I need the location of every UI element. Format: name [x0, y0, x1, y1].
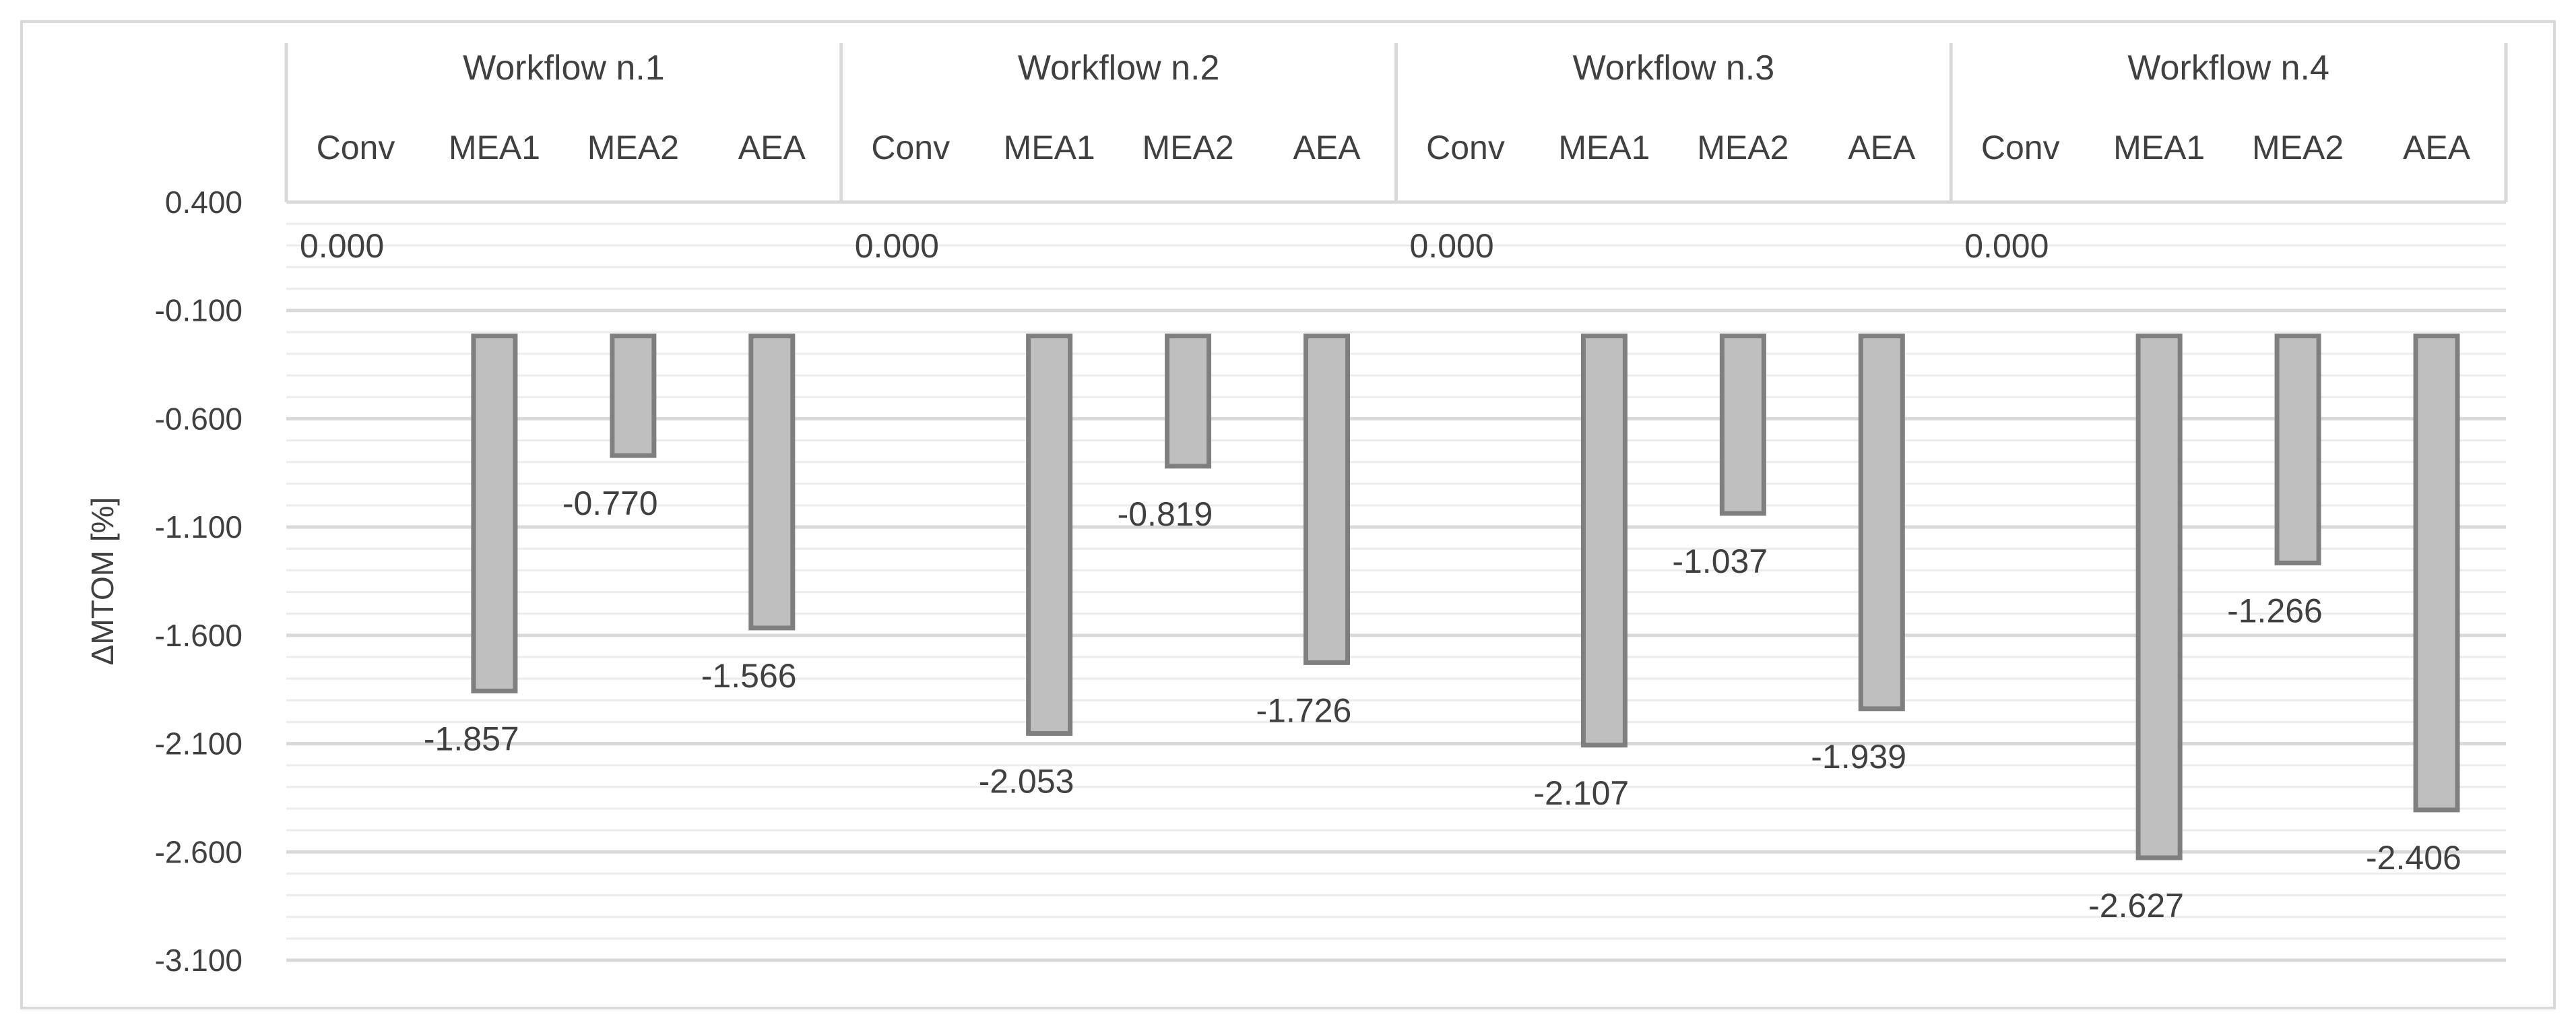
- bar: [610, 334, 657, 458]
- y-tick-label: -1.600: [155, 618, 243, 653]
- group-label: Workflow n.2: [1018, 49, 1220, 88]
- category-label: MEA2: [1142, 129, 1234, 166]
- category-label: Conv: [871, 129, 950, 166]
- data-label: 0.000: [1964, 227, 2049, 265]
- data-label: 0.000: [855, 227, 939, 265]
- bar: [2135, 334, 2183, 860]
- data-label: -2.627: [2088, 887, 2184, 925]
- category-label: Conv: [1426, 129, 1505, 166]
- data-label: -1.857: [424, 720, 519, 757]
- category-label: MEA2: [587, 129, 679, 166]
- category-label: MEA1: [1558, 129, 1650, 166]
- data-label: -1.566: [701, 657, 797, 695]
- y-tick-label: -2.100: [155, 726, 243, 761]
- y-tick-label: -1.100: [155, 509, 243, 544]
- data-label: -1.266: [2227, 592, 2323, 630]
- category-label: MEA2: [1697, 129, 1789, 166]
- data-label: -1.037: [1672, 542, 1768, 580]
- group-label: Workflow n.1: [463, 49, 665, 88]
- y-tick-label: -3.100: [155, 943, 243, 978]
- group-label: Workflow n.3: [1573, 49, 1775, 88]
- category-label: AEA: [1848, 129, 1916, 166]
- bar: [748, 334, 796, 631]
- category-label: Conv: [317, 129, 395, 166]
- group-label: Workflow n.4: [2127, 49, 2329, 88]
- data-label: -0.819: [1118, 495, 1213, 533]
- y-tick-label: -2.600: [155, 834, 243, 869]
- bar: [471, 334, 518, 693]
- data-label: -2.107: [1533, 774, 1629, 812]
- category-label: MEA1: [1004, 129, 1095, 166]
- bar: [1719, 334, 1766, 516]
- data-labels: 0.000 -1.857 -0.770 -1.566 0.000 -2.053 -0.819…: [300, 227, 2461, 925]
- data-label: -1.726: [1256, 691, 1352, 729]
- bar: [2274, 334, 2321, 565]
- category-label: Conv: [1981, 129, 2060, 166]
- bar: [1858, 334, 1905, 712]
- category-label: MEA1: [449, 129, 540, 166]
- data-label: -2.053: [979, 762, 1074, 800]
- y-axis-title: ΔMTOM [%]: [85, 497, 120, 666]
- data-label: -1.939: [1811, 738, 1906, 776]
- y-tick-label: 0.400: [165, 185, 243, 220]
- y-axis: 0.400 -0.100 -0.600 -1.100 -1.600 -2.100 -2.60…: [85, 185, 243, 978]
- bar: [1026, 334, 1073, 736]
- category-label: AEA: [1293, 129, 1361, 166]
- bar: [1165, 334, 1212, 469]
- category-label: MEA2: [2252, 129, 2344, 166]
- data-label: 0.000: [1410, 227, 1494, 265]
- category-label: AEA: [2403, 129, 2471, 166]
- data-label: -0.770: [562, 484, 658, 522]
- category-label: AEA: [738, 129, 806, 166]
- bar: [1580, 334, 1628, 748]
- y-tick-label: -0.600: [155, 401, 243, 436]
- data-label: 0.000: [300, 227, 384, 265]
- bars: [471, 334, 2460, 860]
- data-label: -2.406: [2366, 839, 2461, 877]
- category-header: Workflow n.1 Conv MEA1 MEA2 AEA Workflow n.2 C…: [284, 43, 2508, 204]
- bar: [2413, 334, 2460, 813]
- y-tick-label: -0.100: [155, 293, 243, 328]
- bar: [1303, 334, 1351, 665]
- chart-frame: [20, 20, 2556, 1009]
- category-label: MEA1: [2113, 129, 2205, 166]
